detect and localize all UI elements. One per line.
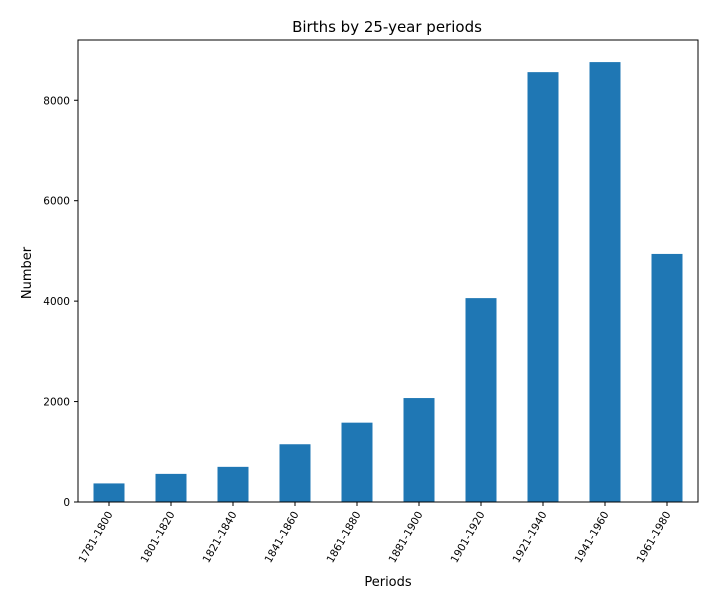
bar-1941-1960 bbox=[589, 62, 621, 502]
bar-1881-1900 bbox=[403, 398, 435, 502]
x-tick-label: 1781-1800 bbox=[77, 510, 116, 566]
bar-1861-1880 bbox=[341, 422, 373, 502]
x-axis-label: Periods bbox=[364, 575, 412, 590]
y-tick-label: 6000 bbox=[43, 196, 70, 208]
chart-title: Births by 25-year periods bbox=[292, 18, 482, 36]
y-tick-label: 0 bbox=[63, 497, 70, 509]
y-tick-label: 4000 bbox=[43, 296, 70, 308]
bar-1921-1940 bbox=[527, 72, 559, 502]
x-tick-label: 1901-1920 bbox=[449, 510, 488, 566]
x-tick-label: 1961-1980 bbox=[635, 510, 674, 566]
x-tick-label: 1941-1960 bbox=[573, 510, 612, 566]
y-axis-ticks: 0 2000 4000 6000 8000 bbox=[43, 95, 78, 509]
x-tick-label: 1881-1900 bbox=[387, 510, 426, 566]
bar-1961-1980 bbox=[651, 253, 683, 502]
y-axis-label: Number bbox=[20, 246, 35, 299]
bar-1821-1840 bbox=[217, 466, 249, 502]
x-tick-label: 1921-1940 bbox=[511, 510, 550, 566]
x-axis-ticks: 1781-1800 1801-1820 1821-1840 1841-1860 1861… bbox=[77, 502, 674, 565]
x-tick-label: 1821-1840 bbox=[201, 510, 240, 566]
bar-1781-1800 bbox=[93, 483, 125, 502]
y-tick-label: 8000 bbox=[43, 95, 70, 107]
bar-1801-1820 bbox=[155, 473, 187, 502]
x-tick-label: 1841-1860 bbox=[263, 510, 302, 566]
plot-area-frame bbox=[77, 39, 699, 503]
bars-layer bbox=[93, 62, 683, 502]
y-tick-label: 2000 bbox=[43, 397, 70, 409]
bar-1901-1920 bbox=[465, 298, 497, 502]
x-tick-label: 1861-1880 bbox=[325, 510, 364, 566]
x-tick-label: 1801-1820 bbox=[139, 510, 178, 566]
bar-1841-1860 bbox=[279, 444, 311, 502]
